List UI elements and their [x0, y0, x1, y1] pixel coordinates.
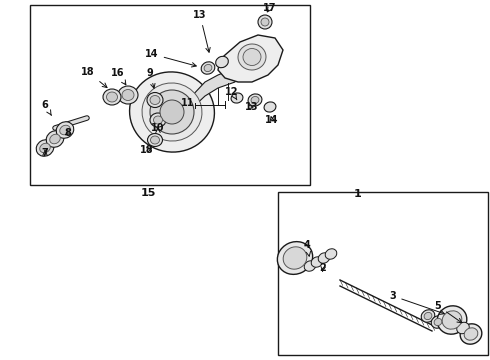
Ellipse shape — [142, 83, 202, 141]
Text: 12: 12 — [225, 87, 239, 100]
Text: 13: 13 — [245, 102, 259, 112]
Text: 18: 18 — [81, 67, 107, 87]
Text: 1: 1 — [354, 189, 362, 199]
Ellipse shape — [464, 328, 478, 340]
Text: 14: 14 — [265, 115, 279, 125]
Ellipse shape — [49, 134, 60, 144]
Ellipse shape — [204, 64, 212, 72]
Ellipse shape — [318, 253, 330, 263]
Text: 6: 6 — [42, 100, 51, 115]
Text: 10: 10 — [151, 123, 165, 133]
Bar — [278, 192, 488, 355]
Bar — [30, 5, 310, 185]
Ellipse shape — [122, 90, 134, 100]
Ellipse shape — [431, 316, 445, 328]
Ellipse shape — [103, 89, 121, 105]
Text: 14: 14 — [145, 49, 196, 67]
Circle shape — [150, 90, 194, 134]
Ellipse shape — [129, 72, 215, 152]
Ellipse shape — [277, 242, 313, 274]
Ellipse shape — [147, 93, 163, 108]
Ellipse shape — [243, 49, 261, 66]
Ellipse shape — [201, 62, 215, 74]
Ellipse shape — [56, 122, 74, 138]
PathPatch shape — [218, 35, 283, 82]
Ellipse shape — [311, 257, 323, 267]
Ellipse shape — [325, 249, 337, 259]
Ellipse shape — [150, 95, 160, 104]
Text: 2: 2 — [319, 263, 326, 273]
PathPatch shape — [190, 68, 235, 110]
Text: 9: 9 — [147, 68, 155, 88]
Text: 15: 15 — [140, 188, 156, 198]
Circle shape — [258, 15, 272, 29]
Text: 13: 13 — [193, 10, 210, 52]
Ellipse shape — [147, 134, 163, 147]
Ellipse shape — [118, 86, 138, 104]
Ellipse shape — [231, 93, 243, 103]
Ellipse shape — [40, 143, 50, 153]
Circle shape — [160, 100, 184, 124]
Ellipse shape — [460, 324, 482, 344]
Ellipse shape — [283, 247, 307, 269]
Text: 3: 3 — [390, 291, 444, 314]
Ellipse shape — [46, 131, 64, 147]
Text: 5: 5 — [435, 301, 462, 323]
Ellipse shape — [424, 312, 432, 320]
Text: 4: 4 — [304, 240, 311, 256]
Ellipse shape — [150, 113, 166, 127]
Text: 7: 7 — [42, 148, 49, 158]
Ellipse shape — [153, 116, 163, 124]
Ellipse shape — [457, 322, 469, 334]
Ellipse shape — [60, 125, 70, 135]
Text: 16: 16 — [111, 68, 126, 85]
Ellipse shape — [216, 56, 228, 68]
Ellipse shape — [434, 318, 442, 325]
Text: 18: 18 — [140, 145, 154, 155]
Ellipse shape — [238, 44, 266, 70]
Ellipse shape — [248, 94, 262, 106]
Text: 11: 11 — [181, 98, 195, 108]
Ellipse shape — [106, 92, 118, 102]
Ellipse shape — [442, 311, 462, 329]
Ellipse shape — [36, 140, 54, 156]
Ellipse shape — [251, 96, 259, 104]
Ellipse shape — [150, 136, 160, 144]
Ellipse shape — [421, 310, 435, 322]
Circle shape — [261, 18, 269, 26]
Ellipse shape — [437, 306, 467, 334]
Text: 8: 8 — [65, 128, 72, 138]
Ellipse shape — [304, 261, 316, 271]
Text: 17: 17 — [263, 3, 277, 13]
Ellipse shape — [264, 102, 276, 112]
